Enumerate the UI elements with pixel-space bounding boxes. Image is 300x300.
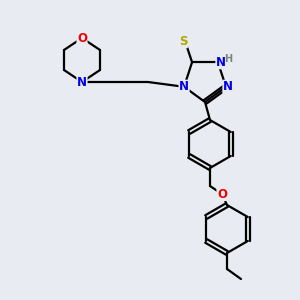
Text: S: S xyxy=(179,35,187,48)
Text: N: N xyxy=(223,80,233,93)
Text: O: O xyxy=(217,188,227,200)
Text: O: O xyxy=(77,32,87,44)
Text: N: N xyxy=(216,56,226,69)
Text: H: H xyxy=(224,54,232,64)
Text: N: N xyxy=(179,80,189,93)
Text: N: N xyxy=(77,76,87,88)
